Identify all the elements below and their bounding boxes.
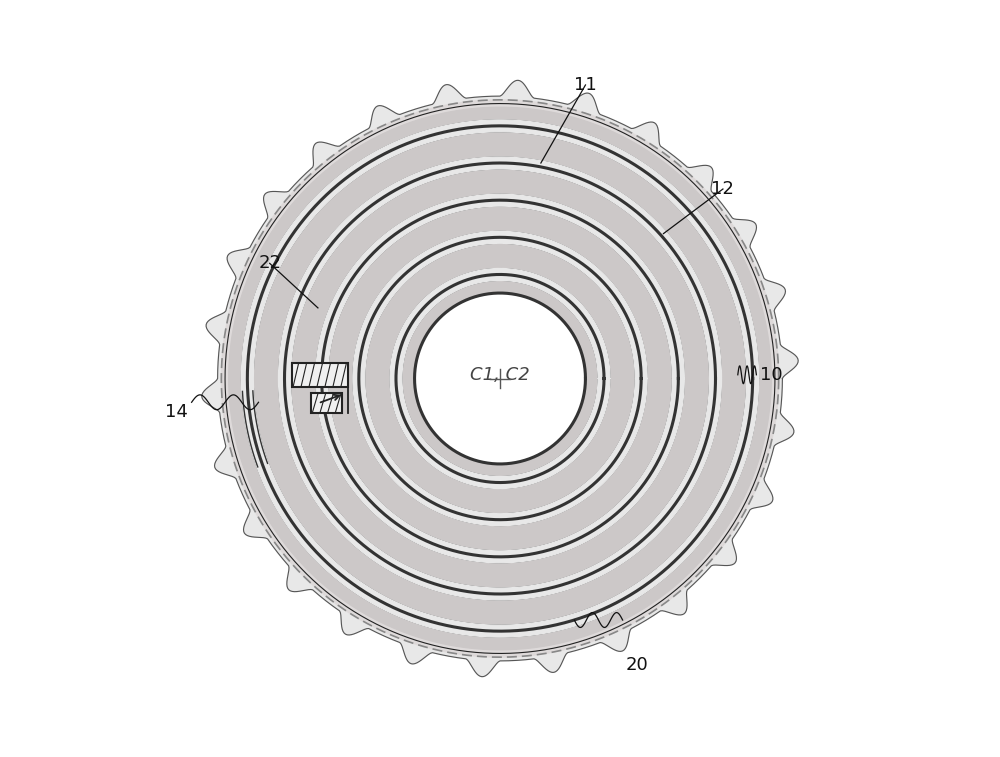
Bar (292, 363, 348, 387)
Text: 20: 20 (626, 656, 649, 674)
Bar (311, 393, 342, 413)
Polygon shape (202, 80, 798, 677)
Text: 10: 10 (760, 366, 783, 384)
Text: C1, C2: C1, C2 (470, 366, 530, 384)
Text: 22: 22 (258, 254, 281, 273)
Polygon shape (229, 107, 771, 650)
Polygon shape (353, 232, 647, 525)
Text: 12: 12 (711, 180, 734, 198)
Polygon shape (390, 269, 610, 488)
Polygon shape (279, 157, 721, 600)
Text: 14: 14 (165, 403, 188, 421)
Polygon shape (415, 293, 585, 464)
Text: 11: 11 (574, 76, 597, 94)
Polygon shape (221, 100, 779, 657)
Polygon shape (241, 120, 759, 637)
Polygon shape (316, 195, 684, 562)
